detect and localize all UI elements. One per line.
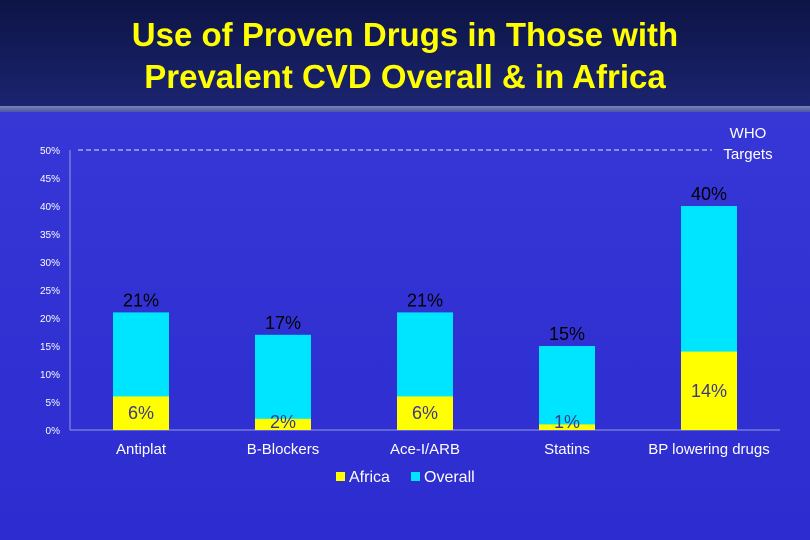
bar-africa xyxy=(113,396,169,430)
data-label-overall: 21% xyxy=(123,290,159,310)
legend-label-overall: Overall xyxy=(424,469,475,486)
data-label-overall: 21% xyxy=(407,290,443,310)
y-tick-label: 15% xyxy=(40,342,60,353)
bar-overall xyxy=(255,334,311,430)
title-line-2: Prevalent CVD Overall & in Africa xyxy=(144,58,666,95)
data-label-africa: 14% xyxy=(691,381,727,401)
y-tick-label: 25% xyxy=(40,286,60,297)
y-tick-label: 35% xyxy=(40,230,60,241)
data-label-overall: 17% xyxy=(265,313,301,333)
y-tick-label: 10% xyxy=(40,370,60,381)
y-tick-label: 50% xyxy=(40,146,60,157)
title-band xyxy=(0,0,810,108)
bar-africa xyxy=(397,396,453,430)
data-label-africa: 6% xyxy=(412,403,438,423)
title-divider xyxy=(0,106,810,112)
data-label-africa: 6% xyxy=(128,403,154,423)
y-tick-label: 45% xyxy=(40,174,60,185)
y-tick-label: 0% xyxy=(46,426,61,437)
x-category-label: Antiplat xyxy=(116,441,167,458)
x-category-label: Ace-I/ARB xyxy=(390,441,460,458)
slide-title: Use of Proven Drugs in Those with Preval… xyxy=(0,14,810,98)
data-label-overall: 40% xyxy=(691,184,727,204)
legend-label-africa: Africa xyxy=(349,469,390,486)
data-label-africa: 2% xyxy=(270,412,296,432)
legend-swatch-overall xyxy=(411,472,420,481)
who-target-label: WHO xyxy=(730,125,767,142)
x-category-label: Statins xyxy=(544,441,590,458)
bar-africa xyxy=(681,351,737,430)
y-tick-label: 40% xyxy=(40,202,60,213)
who-target-label: Targets xyxy=(723,146,772,163)
x-category-label: B-Blockers xyxy=(247,441,320,458)
bar-overall xyxy=(539,346,595,430)
x-category-label: BP lowering drugs xyxy=(648,441,769,458)
y-tick-label: 20% xyxy=(40,314,60,325)
y-tick-label: 30% xyxy=(40,258,60,269)
data-label-overall: 15% xyxy=(549,324,585,344)
bar-africa xyxy=(255,418,311,430)
title-line-1: Use of Proven Drugs in Those with xyxy=(131,16,679,53)
data-label-africa: 1% xyxy=(554,412,580,432)
bar-africa xyxy=(539,424,595,430)
y-tick-label: 5% xyxy=(46,398,61,409)
legend-swatch-africa xyxy=(336,472,345,481)
